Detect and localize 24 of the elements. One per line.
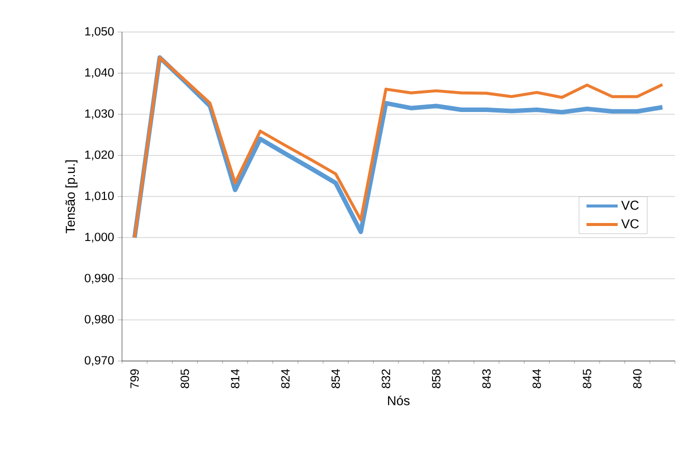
x-axis-title: Nós [388, 396, 410, 406]
x-tick-label: 845 [582, 369, 592, 388]
legend-label: VC [621, 200, 639, 210]
y-tick-label: 1,040 [85, 68, 114, 78]
x-tick-label: 858 [432, 369, 440, 388]
x-tick-label: 799 [130, 369, 139, 388]
y-tick-label: 1,050 [85, 27, 114, 37]
y-tick-label: 1,030 [85, 109, 114, 120]
y-tick-label: 0,990 [84, 274, 114, 284]
y-tick-label: 0,970 [84, 356, 114, 366]
x-tick-label: 844 [532, 369, 541, 388]
x-tick-label: 805 [180, 369, 190, 388]
y-tick-label: 1,010 [85, 192, 114, 202]
y-axis-title: Tensão [p.u.] [65, 160, 78, 234]
x-tick-label: 814 [230, 369, 240, 388]
x-tick-label: 824 [281, 369, 290, 388]
x-tick-label: 843 [482, 369, 491, 388]
legend-label: VC [621, 219, 639, 228]
x-tick-label: 840 [633, 369, 642, 388]
y-tick-label: 0,980 [84, 314, 114, 325]
y-tick-label: 1,000 [85, 232, 114, 243]
x-tick-label: 832 [382, 369, 390, 388]
y-tick-label: 1,020 [85, 150, 114, 160]
x-tick-label: 854 [331, 369, 340, 388]
